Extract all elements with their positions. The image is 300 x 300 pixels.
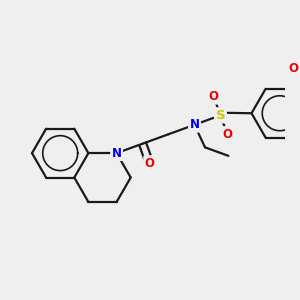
Text: O: O xyxy=(208,90,219,103)
Text: O: O xyxy=(222,128,232,140)
Text: O: O xyxy=(289,61,299,75)
Text: S: S xyxy=(216,109,225,122)
Text: N: N xyxy=(112,147,122,160)
Text: O: O xyxy=(145,157,154,170)
Text: N: N xyxy=(190,118,200,131)
